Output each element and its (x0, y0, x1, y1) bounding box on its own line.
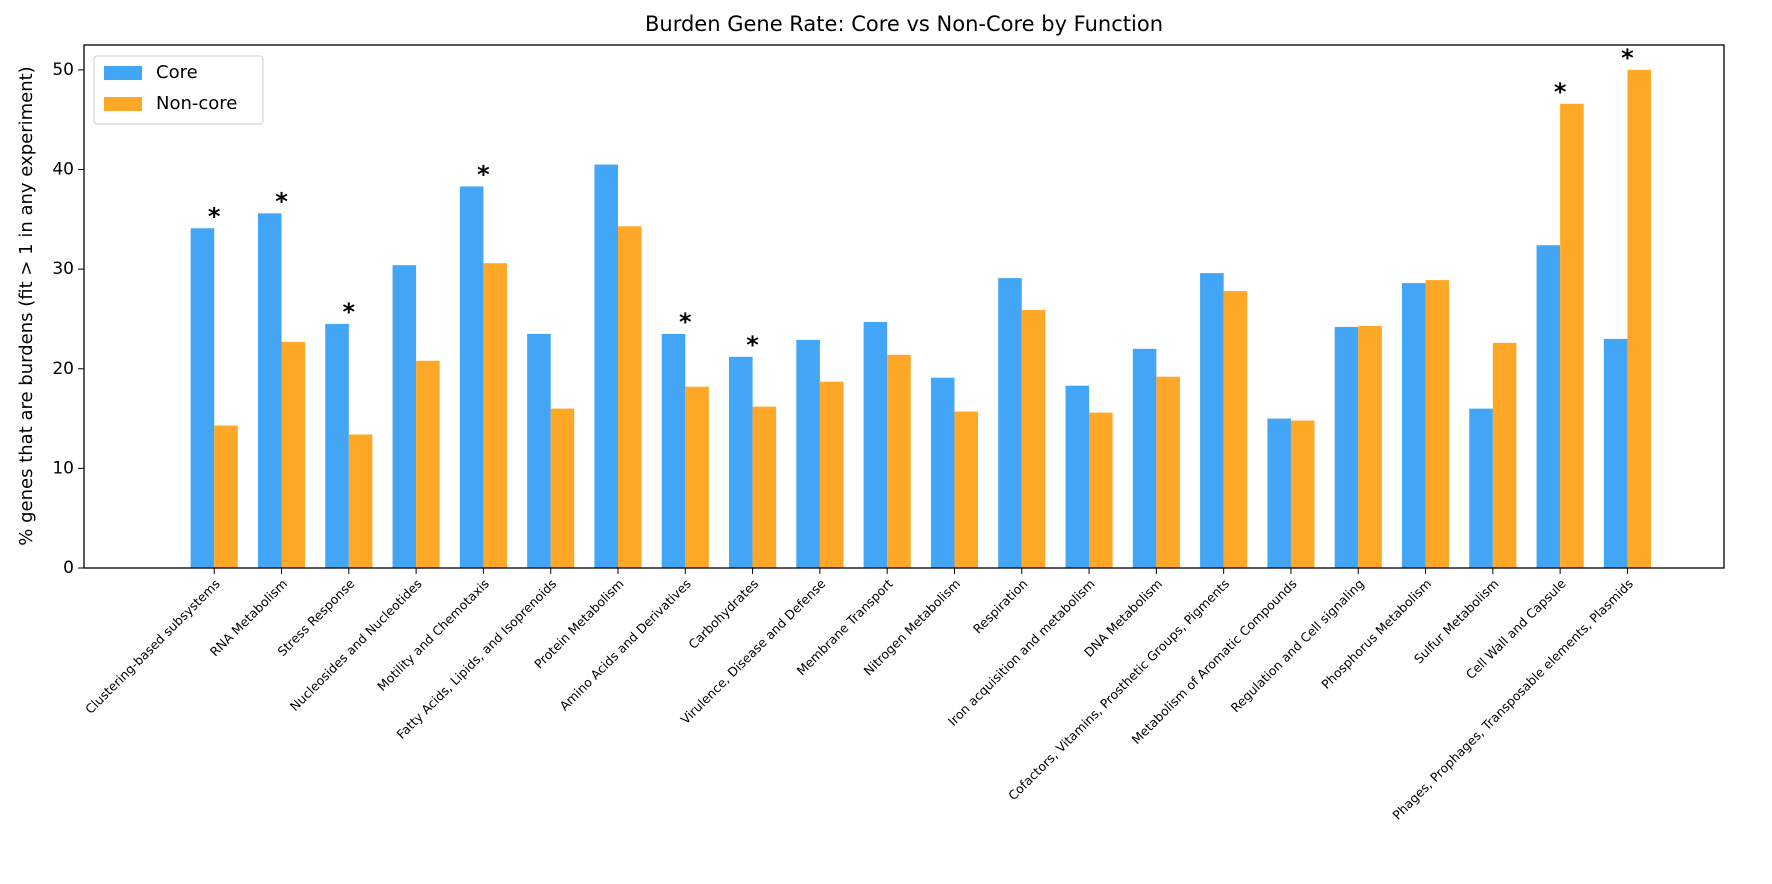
bar (1536, 245, 1561, 568)
bar (1132, 348, 1157, 568)
x-tick-label: Phages, Prophages, Transposable elements… (1389, 576, 1636, 823)
chart-title: Burden Gene Rate: Core vs Non-Core by Fu… (645, 12, 1163, 36)
bar (998, 278, 1022, 568)
significance-marker: * (343, 298, 356, 326)
bar (863, 321, 888, 568)
y-tick-label: 10 (52, 458, 74, 478)
significance-marker: * (208, 202, 221, 230)
legend-label: Non-core (156, 93, 237, 114)
bar (1156, 376, 1180, 568)
x-tick-label: Phosphorus Metabolism (1318, 576, 1434, 692)
x-tick-label: Carbohydrates (685, 576, 761, 652)
bar (325, 323, 349, 568)
bar (1401, 283, 1426, 568)
bar (1469, 408, 1493, 568)
bar (685, 386, 709, 568)
significance-marker: * (1621, 44, 1634, 72)
bar (796, 339, 820, 568)
bar (661, 333, 686, 568)
bar (594, 164, 618, 569)
bar (348, 434, 373, 568)
bar (1223, 291, 1248, 568)
legend: Core Non-core (93, 55, 264, 125)
y-tick-label: 30 (52, 259, 74, 279)
x-tick-label: Clustering-based subsystems (82, 576, 223, 717)
bar (1089, 412, 1113, 568)
x-tick-label: Cofactors, Vitamins, Prosthetic Groups, … (1005, 576, 1232, 803)
bar (527, 333, 551, 568)
legend-label: Core (156, 62, 198, 83)
legend-swatch (104, 66, 142, 80)
plot-frame (83, 44, 1725, 569)
bar (1560, 103, 1584, 568)
x-tick-label: Nucleosides and Nucleotides (287, 576, 425, 714)
y-tick-label: 50 (52, 60, 74, 80)
x-tick-label: Amino Acids and Derivatives (556, 576, 693, 713)
legend-swatch (104, 97, 142, 111)
significance-marker: * (746, 331, 759, 359)
bar (1627, 69, 1651, 569)
bar (416, 360, 440, 568)
significance-marker: * (679, 308, 692, 336)
x-tick-label: Regulation and Cell signaling (1228, 576, 1367, 715)
bar (1603, 338, 1628, 568)
y-tick-label: 0 (63, 558, 74, 578)
bar (1334, 326, 1359, 568)
bar (729, 356, 753, 568)
bar (1200, 273, 1224, 568)
bar (1492, 342, 1517, 568)
bar (483, 263, 507, 568)
bar (819, 381, 844, 568)
bar (550, 408, 575, 568)
significance-marker: * (477, 160, 490, 188)
x-tick-label: Virulence, Disease and Defense (677, 576, 828, 727)
significance-marker: * (275, 187, 288, 215)
bar (1358, 325, 1382, 568)
bar (392, 265, 417, 568)
bar (930, 377, 955, 568)
bar (617, 226, 642, 568)
bar (257, 213, 282, 568)
bar (1290, 420, 1315, 568)
bar (1021, 309, 1046, 568)
y-tick-label: 40 (52, 160, 74, 180)
bar (459, 186, 484, 568)
y-axis-label: % genes that are burdens (fit > 1 in any… (16, 66, 37, 545)
bar (954, 411, 979, 568)
bar (752, 406, 777, 568)
x-tick-label: Respiration (970, 576, 1030, 636)
x-tick-label: Motility and Chemotaxis (374, 576, 492, 694)
y-tick-label: 20 (52, 359, 74, 379)
bar (1267, 418, 1291, 568)
x-tick-label: Iron acquisition and metabolism (945, 576, 1098, 729)
significance-marker: * (1554, 78, 1567, 106)
bar (190, 228, 215, 568)
bar (887, 354, 911, 568)
bar (1425, 280, 1450, 568)
bar (281, 341, 306, 568)
bar (214, 425, 238, 568)
bar (1065, 385, 1090, 568)
